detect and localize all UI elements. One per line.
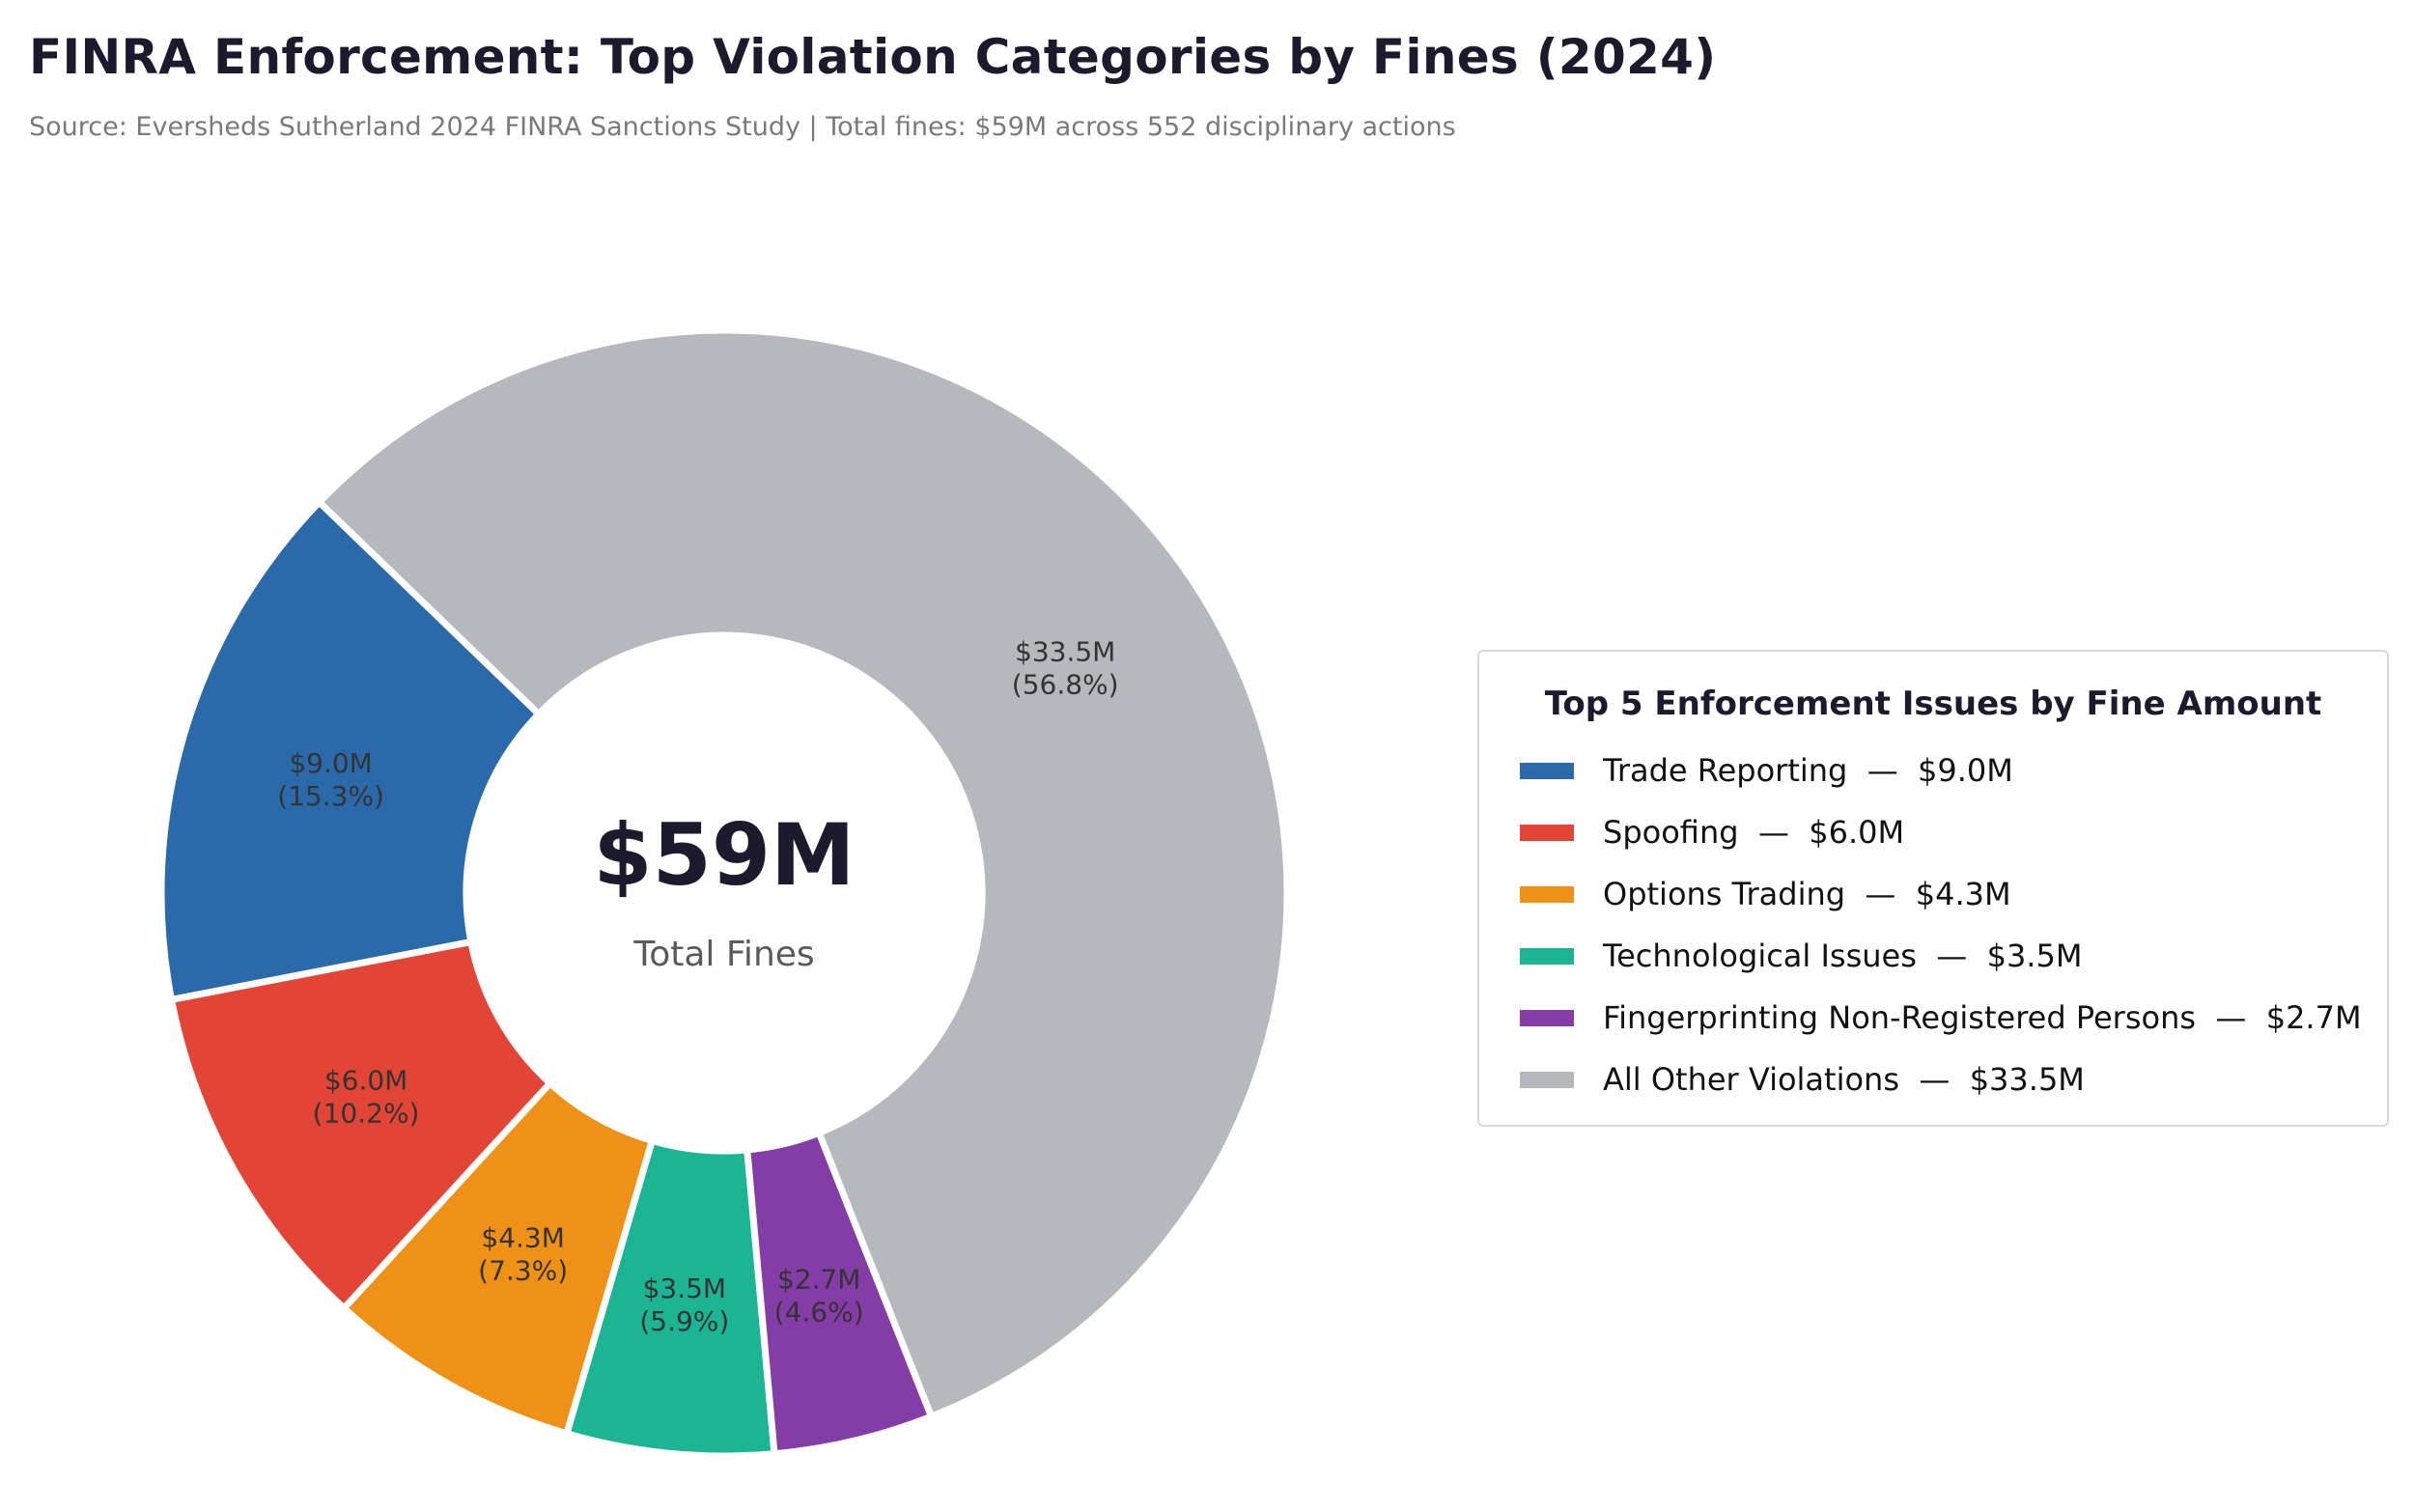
legend-title: Top 5 Enforcement Issues by Fine Amount xyxy=(1544,685,2322,723)
slice-percent-label: (7.3%) xyxy=(478,1254,568,1286)
slice-label: $3.5M (5.9%) xyxy=(639,1273,729,1337)
slice-labels: $9.0M (15.3%) $6.0M (10.2%) $4.3M (7.3%) $3.5M… xyxy=(277,636,1118,1337)
slice-label: $33.5M (56.8%) xyxy=(1012,636,1119,701)
chart-subtitle: Source: Eversheds Sutherland 2024 FINRA … xyxy=(29,112,1456,142)
legend-swatch xyxy=(1520,1071,1574,1088)
legend-swatch xyxy=(1520,762,1574,779)
slice-value-label: $4.3M xyxy=(481,1221,565,1253)
legend-item: Technological Issues — $3.5M xyxy=(1520,937,2082,975)
slice-percent-label: (15.3%) xyxy=(277,780,384,812)
slice-value-label: $2.7M xyxy=(777,1264,861,1296)
chart-title: FINRA Enforcement: Top Violation Categor… xyxy=(29,29,1717,85)
slice-percent-label: (10.2%) xyxy=(313,1097,420,1129)
slice-percent-label: (56.8%) xyxy=(1012,669,1119,701)
legend-item: Fingerprinting Non-Registered Persons — … xyxy=(1520,998,2362,1037)
legend-item: All Other Violations — $33.5M xyxy=(1520,1060,2085,1099)
legend-label: Technological Issues — $3.5M xyxy=(1603,938,2083,974)
slice-label: $9.0M (15.3%) xyxy=(277,747,384,812)
slice-all-other-violations xyxy=(316,326,1291,1420)
slice-value-label: $9.0M xyxy=(289,747,373,779)
legend: Top 5 Enforcement Issues by Fine Amount … xyxy=(1477,650,2389,1127)
center-total-label: Total Fines xyxy=(632,935,814,974)
slice-label: $4.3M (7.3%) xyxy=(478,1221,568,1286)
center-total-value: $59M xyxy=(593,805,855,905)
legend-swatch xyxy=(1520,947,1574,965)
legend-swatch xyxy=(1520,1009,1574,1026)
legend-label: Spoofing — $6.0M xyxy=(1603,814,1905,851)
legend-item: Options Trading — $4.3M xyxy=(1520,875,2011,913)
legend-label: Options Trading — $4.3M xyxy=(1603,876,2011,912)
legend-item: Spoofing — $6.0M xyxy=(1520,813,1904,852)
legend-label: Trade Reporting — $9.0M xyxy=(1603,752,2013,789)
slice-options-trading xyxy=(340,1079,656,1438)
donut-slices xyxy=(157,326,1291,1460)
legend-label: Fingerprinting Non-Registered Persons — … xyxy=(1603,999,2362,1036)
slice-percent-label: (5.9%) xyxy=(639,1305,729,1337)
slice-spoofing xyxy=(168,938,554,1312)
slice-label: $6.0M (10.2%) xyxy=(313,1064,420,1129)
slice-percent-label: (4.6%) xyxy=(774,1297,864,1329)
legend-swatch xyxy=(1520,824,1574,841)
legend-label: All Other Violations — $33.5M xyxy=(1603,1061,2085,1098)
legend-swatch xyxy=(1520,885,1574,903)
slice-value-label: $3.5M xyxy=(643,1273,727,1304)
legend-item: Trade Reporting — $9.0M xyxy=(1520,751,2013,790)
slice-value-label: $6.0M xyxy=(324,1064,408,1096)
slice-value-label: $33.5M xyxy=(1015,636,1115,668)
slice-label: $2.7M (4.6%) xyxy=(774,1264,864,1329)
